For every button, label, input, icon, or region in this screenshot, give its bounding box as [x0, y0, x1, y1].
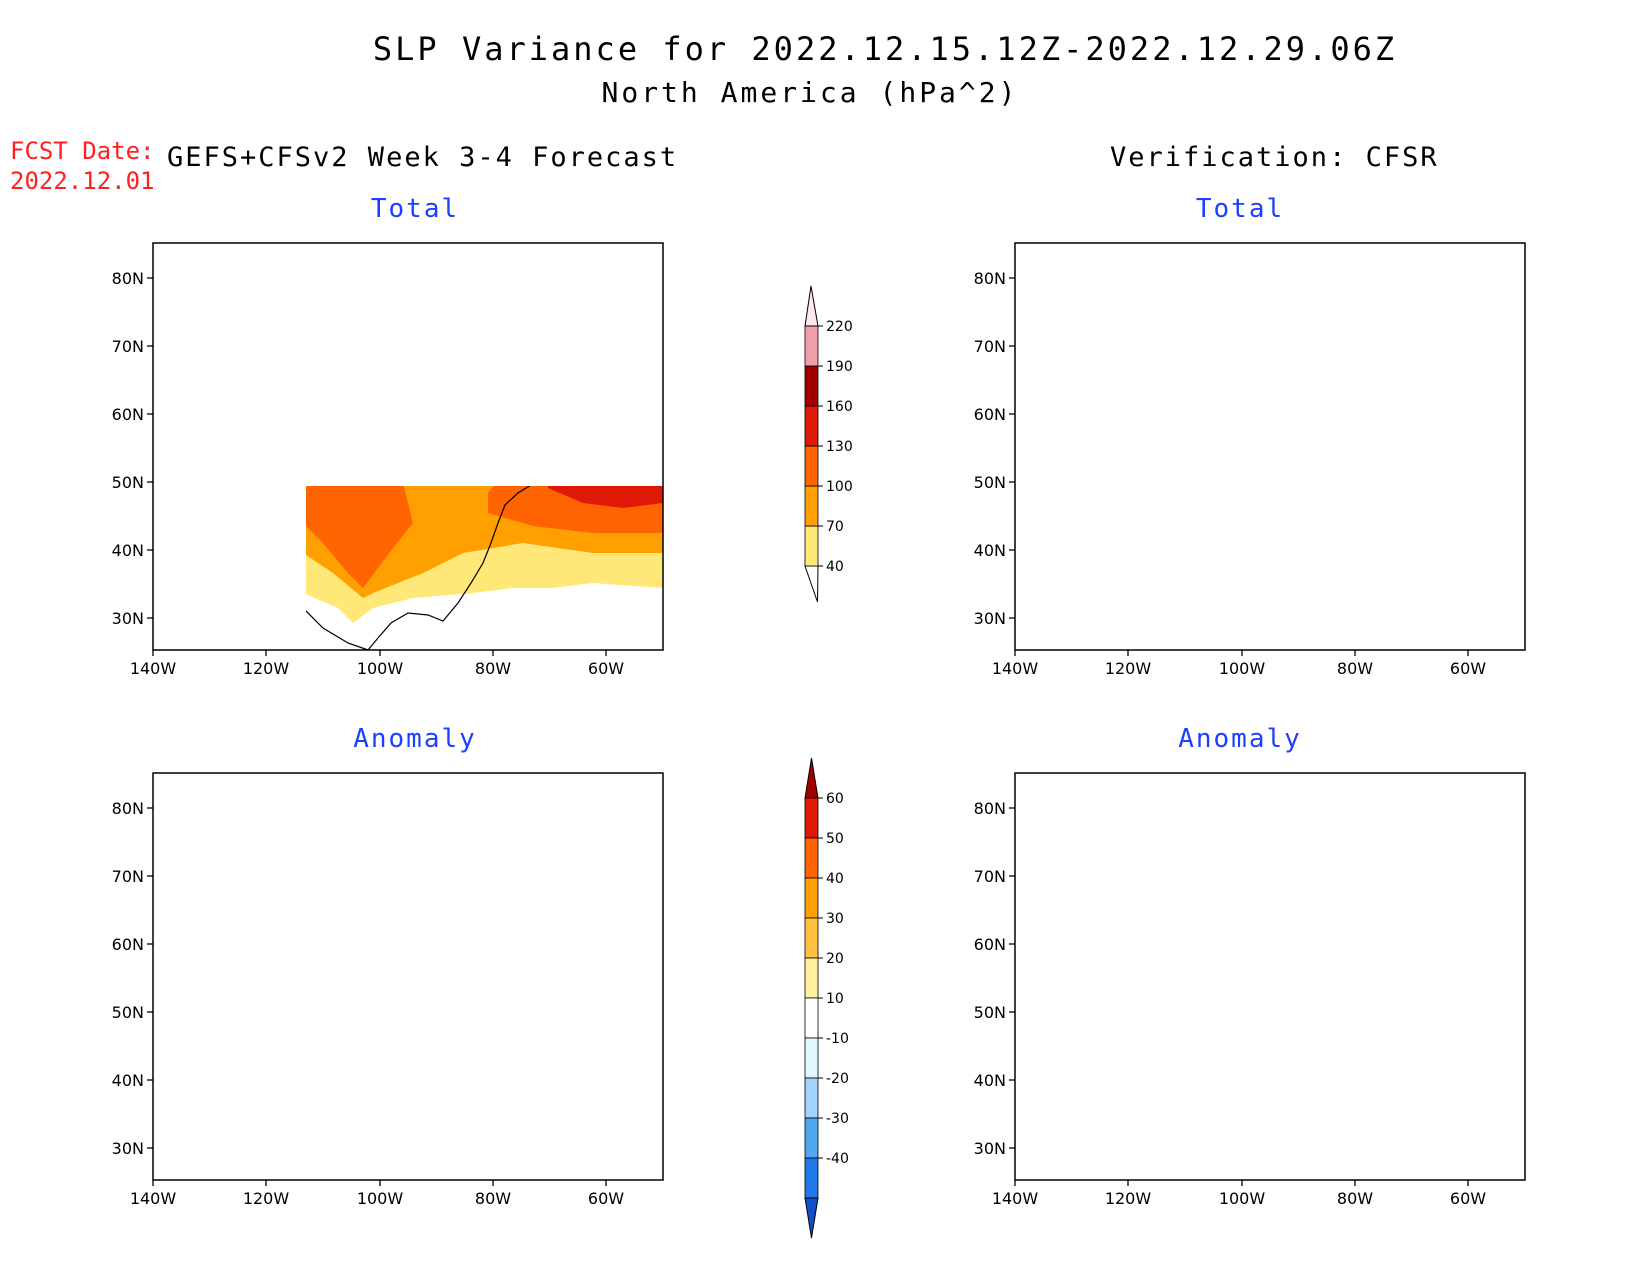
colorbar-label: -10	[826, 1031, 849, 1047]
lat-tick-label: 30N	[112, 1139, 144, 1158]
colorbar-swatch	[804, 1157, 819, 1199]
lon-tick-label: 60W	[588, 659, 624, 678]
colorbar-label: 220	[826, 319, 853, 335]
forecast-total-map	[152, 242, 664, 651]
colorbar-swatch	[804, 877, 819, 919]
lon-tick-label: 100W	[357, 659, 404, 678]
lon-tick-label: 140W	[992, 659, 1039, 678]
figure-title: SLP Variance for 2022.12.15.12Z-2022.12.…	[372, 30, 1398, 68]
lon-tick-label: 80W	[475, 659, 511, 678]
colorbar-swatch	[804, 405, 819, 447]
colorbar-label: -20	[826, 1071, 849, 1087]
lat-tick-label: 70N	[112, 867, 144, 886]
lat-tick-label: 50N	[974, 1003, 1006, 1022]
forecast-total-title: Total	[370, 194, 460, 224]
lon-tick-label: 60W	[1450, 659, 1486, 678]
colorbar-swatch	[804, 837, 819, 879]
colorbar-label: -40	[826, 1151, 849, 1167]
colorbar-upper-arrow	[804, 757, 819, 799]
lon-tick-label: 120W	[1105, 659, 1152, 678]
verification-total-map	[1014, 242, 1526, 651]
colorbar-swatch	[804, 445, 819, 487]
lat-tick-label: 80N	[974, 269, 1006, 288]
lon-tick-label: 80W	[1337, 1189, 1373, 1208]
colorbar-swatch	[804, 957, 819, 999]
lat-tick-label: 30N	[974, 609, 1006, 628]
lat-tick-label: 80N	[112, 269, 144, 288]
lon-tick-label: 60W	[1450, 1189, 1486, 1208]
anomaly-colorbar: 60 50 40 30 20 10 -10 -20 -30 -40	[804, 757, 849, 1239]
colorbar-swatch	[804, 365, 819, 407]
verification-anomaly-title: Anomaly	[1178, 724, 1302, 754]
lon-tick-label: 120W	[243, 659, 290, 678]
lon-tick-label: 60W	[588, 1189, 624, 1208]
lat-tick-label: 80N	[112, 799, 144, 818]
lat-tick-label: 70N	[974, 867, 1006, 886]
lat-tick-label: 40N	[974, 1071, 1006, 1090]
verification-total-title: Total	[1195, 194, 1285, 224]
lat-tick-label: 70N	[112, 337, 144, 356]
lat-tick-label: 70N	[974, 337, 1006, 356]
fcst-date-value: 2022.12.01	[10, 167, 155, 195]
verification-column-title: Verification: CFSR	[1110, 142, 1439, 173]
lon-tick-label: 140W	[130, 659, 177, 678]
lat-tick-label: 50N	[112, 473, 144, 492]
colorbar-label: -30	[826, 1111, 849, 1127]
colorbar-label: 70	[826, 519, 844, 535]
lat-tick-label: 40N	[112, 1071, 144, 1090]
colorbar-swatch	[804, 1077, 819, 1119]
colorbar-swatch	[804, 997, 819, 1039]
colorbar-label: 190	[826, 359, 853, 375]
lat-tick-label: 60N	[112, 405, 144, 424]
colorbar-label: 60	[826, 791, 844, 807]
lat-tick-label: 40N	[974, 541, 1006, 560]
map-axes: 80N 70N 60N 50N 40N 30N 140W 120W 100W 80W 60W 80N 7…	[112, 269, 1487, 1208]
lat-tick-label: 40N	[112, 541, 144, 560]
lon-tick-label: 120W	[1105, 1189, 1152, 1208]
verification-anomaly-map	[1014, 772, 1526, 1181]
lat-tick-label: 30N	[974, 1139, 1006, 1158]
colorbar-upper-arrow	[804, 285, 819, 327]
lon-tick-label: 100W	[1219, 1189, 1266, 1208]
colorbar-swatch	[804, 1037, 819, 1079]
lon-tick-label: 140W	[130, 1189, 177, 1208]
lon-tick-label: 100W	[1219, 659, 1266, 678]
colorbar-label: 30	[826, 911, 844, 927]
colorbar-label: 40	[826, 871, 844, 887]
lat-tick-label: 50N	[112, 1003, 144, 1022]
colorbar-swatch	[804, 797, 819, 839]
colorbar-label: 50	[826, 831, 844, 847]
forecast-anomaly-map	[152, 772, 664, 1181]
forecast-column-title: GEFS+CFSv2 Week 3-4 Forecast	[167, 142, 679, 173]
colorbar-label: 100	[826, 479, 853, 495]
lon-tick-label: 120W	[243, 1189, 290, 1208]
colorbar-lower-arrow	[804, 565, 819, 603]
fcst-date-label: FCST Date:	[10, 137, 155, 165]
lon-tick-label: 80W	[1337, 659, 1373, 678]
lat-tick-label: 60N	[974, 935, 1006, 954]
lon-tick-label: 140W	[992, 1189, 1039, 1208]
lon-tick-label: 80W	[475, 1189, 511, 1208]
colorbar-swatch	[804, 917, 819, 959]
colorbar-swatch	[804, 485, 819, 527]
colorbar-swatch	[804, 325, 819, 367]
lat-tick-label: 80N	[974, 799, 1006, 818]
colorbar-label: 20	[826, 951, 844, 967]
colorbar-swatch	[804, 525, 819, 567]
lat-tick-label: 60N	[112, 935, 144, 954]
lat-tick-label: 50N	[974, 473, 1006, 492]
colorbar-swatch	[804, 1117, 819, 1159]
lon-tick-label: 100W	[357, 1189, 404, 1208]
colorbar-label: 130	[826, 439, 853, 455]
colorbar-label: 10	[826, 991, 844, 1007]
lat-tick-label: 30N	[112, 609, 144, 628]
forecast-anomaly-title: Anomaly	[353, 724, 477, 754]
colorbar-label: 160	[826, 399, 853, 415]
lat-tick-label: 60N	[974, 405, 1006, 424]
figure-subtitle: North America (hPa^2)	[601, 76, 1019, 109]
colorbar-label: 40	[826, 559, 844, 575]
total-colorbar: 40 70 100 130 160 190 220	[804, 285, 853, 603]
colorbar-lower-arrow	[804, 1197, 819, 1239]
